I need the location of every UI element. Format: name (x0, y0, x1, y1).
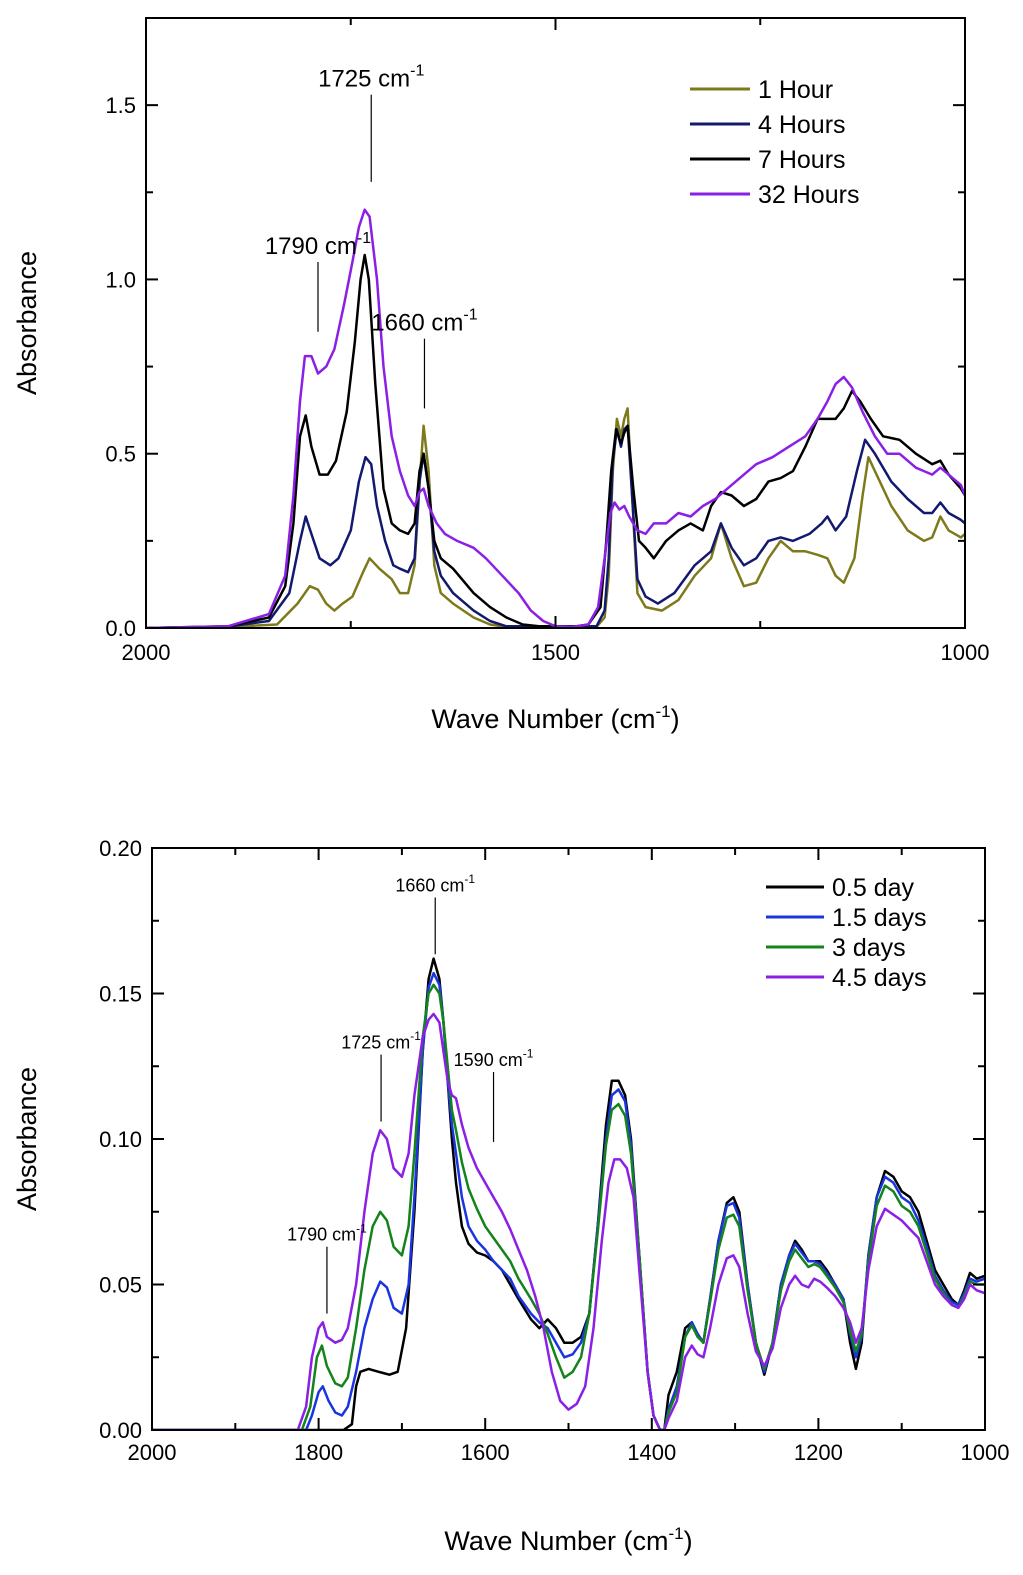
top-chart-x-tick-label: 1500 (531, 640, 580, 665)
annotation-label-sup: -1 (357, 230, 371, 247)
annotation-label-text: 1660 cm (371, 310, 463, 337)
top-chart-frame (145, 17, 966, 629)
bottom-chart-annotation-label-1660: 1660 cm-1 (395, 872, 475, 895)
bottom-chart-legend-label-0-5-day: 0.5 day (832, 874, 915, 902)
bottom-chart-x-tick-label: 1200 (794, 1440, 843, 1465)
bottom-chart-series (152, 957, 985, 1430)
top-chart-x-axis-title-close: ) (671, 704, 680, 734)
bottom-chart-x-axis-title-main: Wave Number (cm (444, 1526, 668, 1556)
annotation-label-text: 1790 cm (265, 233, 357, 260)
annotation-label-text: 1660 cm (395, 875, 464, 895)
bottom-chart-annotation-label-1590: 1590 cm-1 (454, 1047, 534, 1070)
top-chart-x-tick-label: 2000 (122, 640, 171, 665)
bottom-chart-y-tick-label: 0.05 (99, 1273, 142, 1298)
bottom-chart-legend-label-1-5-days: 1.5 days (832, 904, 927, 932)
top-chart-x-axis-title: Wave Number (cm-1) (431, 702, 679, 734)
top-chart-series-line-1-hour (146, 407, 965, 628)
top-chart-series-line-4-hours (146, 424, 965, 628)
bottom-chart-y-tick-label: 0.00 (99, 1418, 142, 1443)
annotation-label-sup: -1 (523, 1047, 534, 1061)
annotation-label-text: 1790 cm (287, 1225, 356, 1245)
top-chart-legend-label-1-hour: 1 Hour (758, 76, 833, 104)
bottom-chart-x-tick-label: 2000 (128, 1440, 177, 1465)
annotation-label-sup: -1 (356, 1221, 367, 1235)
top-chart-y-tick-label: 1.0 (105, 267, 136, 292)
bottom-chart-legend-label-4-5-days: 4.5 days (832, 964, 927, 992)
top-chart-legend: 1 Hour 4 Hours 7 Hours 32 Hours (690, 76, 859, 209)
top-chart-annotation-label-1790: 1790 cm-1 (265, 230, 371, 260)
top-chart-x-axis-title-sup: -1 (655, 702, 670, 721)
top-chart-x-tick-label: 1000 (941, 640, 990, 665)
top-chart-legend-label-32-hours: 32 Hours (758, 181, 859, 209)
bottom-chart-legend-label-3-days: 3 days (832, 934, 906, 962)
bottom-chart-y-tick-label: 0.15 (99, 982, 142, 1007)
bottom-chart-series-line-0-5-day (152, 957, 985, 1430)
annotation-label-text: 1725 cm (318, 66, 410, 93)
bottom-chart-series-line-4-5-days (152, 1012, 985, 1430)
top-chart-annotation-label-1660: 1660 cm-1 (371, 306, 477, 336)
bottom-chart-y-tick-label: 0.10 (99, 1127, 142, 1152)
bottom-chart-x-tick-label: 1400 (627, 1440, 676, 1465)
bottom-chart-x-tick-label: 1000 (961, 1440, 1010, 1465)
bottom-chart-series-line-1-5-days (152, 971, 985, 1430)
bottom-chart-x-tick-label: 1800 (294, 1440, 343, 1465)
top-chart-y-axis-title: Absorbance (12, 251, 42, 395)
annotation-label-sup: -1 (410, 1029, 421, 1043)
top-chart-ticks: 2000 1500 1000 0.0 0.5 1.0 1.5 (105, 18, 989, 665)
annotation-label-sup: -1 (410, 62, 424, 79)
top-chart-annotation-label-1725: 1725 cm-1 (318, 62, 424, 92)
bottom-chart-x-axis-title-close: ) (684, 1526, 693, 1556)
bottom-chart-x-axis-title-sup: -1 (668, 1524, 683, 1543)
bottom-chart-annotation-label-1790: 1790 cm-1 (287, 1221, 367, 1244)
top-chart-legend-label-7-hours: 7 Hours (758, 146, 846, 174)
top-chart-series (146, 208, 965, 628)
bottom-chart-ticks: 2000 1800 1600 1400 1200 1000 0.00 0.05 0.10 0.15… (99, 836, 1009, 1465)
annotation-label-sup: -1 (463, 306, 477, 323)
bottom-chart: 2000 1800 1600 1400 1200 1000 0.00 0.05 0.10 0.15… (12, 836, 1009, 1556)
top-chart-series-line-32-hours (146, 208, 965, 628)
bottom-chart-x-axis-title: Wave Number (cm-1) (444, 1524, 692, 1556)
top-chart-y-tick-label: 1.5 (105, 93, 136, 118)
top-chart-x-axis-title-main: Wave Number (cm (431, 704, 655, 734)
annotation-label-text: 1590 cm (454, 1050, 523, 1070)
top-chart-series-line-7-hours (146, 253, 965, 628)
bottom-chart-annotation-label-1725: 1725 cm-1 (341, 1029, 421, 1052)
annotation-label-sup: -1 (464, 872, 475, 886)
annotation-label-text: 1725 cm (341, 1033, 410, 1053)
bottom-chart-y-axis-title: Absorbance (12, 1067, 42, 1211)
bottom-chart-y-tick-label: 0.20 (99, 836, 142, 861)
bottom-chart-x-tick-label: 1600 (461, 1440, 510, 1465)
bottom-chart-series-line-3-days (152, 983, 985, 1430)
top-chart-y-tick-label: 0.5 (105, 442, 136, 467)
top-chart-legend-label-4-hours: 4 Hours (758, 111, 846, 139)
top-chart-y-tick-label: 0.0 (105, 616, 136, 641)
